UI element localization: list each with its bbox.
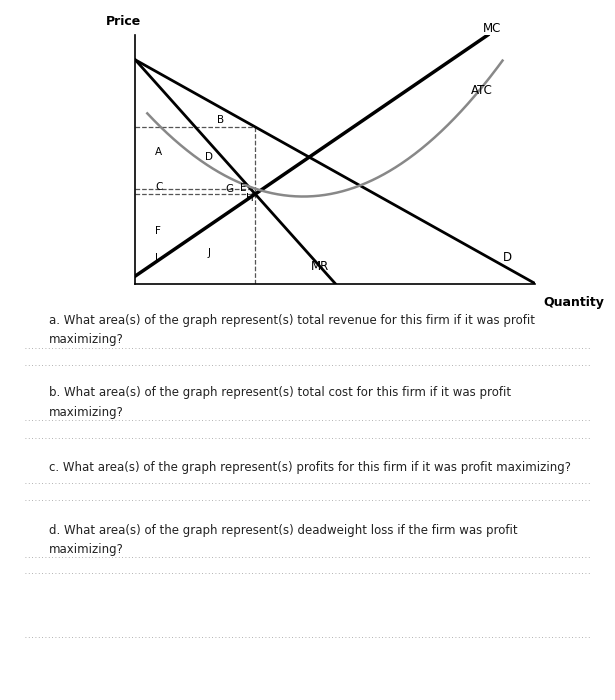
Text: F: F: [156, 226, 161, 237]
Text: MR: MR: [311, 260, 330, 273]
Text: A: A: [156, 147, 162, 158]
Text: J: J: [207, 248, 210, 258]
Text: C: C: [156, 182, 162, 192]
Text: c. What area(s) of the graph represent(s) profits for this firm if it was profit: c. What area(s) of the graph represent(s…: [49, 461, 571, 474]
Text: B: B: [217, 116, 224, 125]
Text: d. What area(s) of the graph represent(s) deadweight loss if the firm was profit: d. What area(s) of the graph represent(s…: [49, 524, 518, 537]
Text: D: D: [205, 153, 213, 162]
Text: b. What area(s) of the graph represent(s) total cost for this firm if it was pro: b. What area(s) of the graph represent(s…: [49, 386, 511, 400]
Text: D: D: [503, 251, 512, 264]
Text: Quantity: Quantity: [543, 296, 604, 309]
Text: I: I: [156, 253, 158, 263]
Text: MC: MC: [483, 22, 501, 35]
Text: ATC: ATC: [471, 84, 493, 97]
Text: Price: Price: [106, 15, 141, 27]
Text: maximizing?: maximizing?: [49, 543, 124, 556]
Text: maximizing?: maximizing?: [49, 406, 124, 419]
Text: G: G: [225, 183, 233, 194]
Text: E: E: [240, 183, 246, 193]
Text: a. What area(s) of the graph represent(s) total revenue for this firm if it was : a. What area(s) of the graph represent(s…: [49, 314, 535, 327]
Text: maximizing?: maximizing?: [49, 333, 124, 346]
Text: H: H: [245, 193, 253, 204]
